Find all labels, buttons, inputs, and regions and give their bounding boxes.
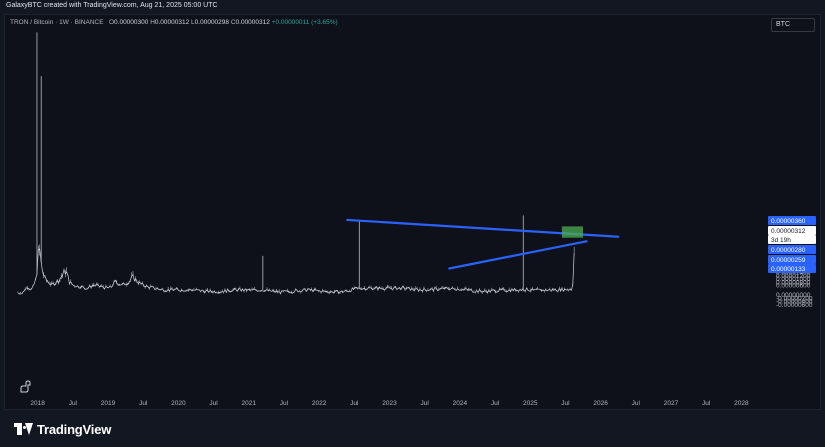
open-label: O bbox=[108, 19, 115, 26]
price-line bbox=[17, 248, 575, 295]
currency-button[interactable]: BTC bbox=[771, 18, 815, 32]
price-label-text: 0.00000280 bbox=[771, 247, 806, 254]
low-label: L bbox=[191, 19, 195, 26]
price-axis: 0.000014000.000012000.000010000.00000800… bbox=[776, 270, 813, 309]
open-value: 0.00000300 bbox=[114, 19, 149, 26]
header-bar: GalaxyBTC created with TradingView.com, … bbox=[0, 0, 825, 14]
y-tick-label: 0.00001000 bbox=[776, 276, 811, 283]
x-tick-label: 2023 bbox=[382, 400, 397, 407]
x-tick-label: 2025 bbox=[523, 400, 538, 407]
price-label-bg bbox=[768, 216, 816, 225]
x-tick-label: Jul bbox=[350, 400, 359, 407]
price-label-text: 0.00000360 bbox=[771, 218, 806, 225]
close-label: C bbox=[230, 19, 236, 26]
x-tick-label: Jul bbox=[561, 400, 570, 407]
x-tick-label: Jul bbox=[209, 400, 218, 407]
x-tick-label: 2019 bbox=[101, 400, 116, 407]
high-label: H bbox=[150, 19, 155, 26]
dino-icon[interactable] bbox=[18, 380, 32, 394]
tradingview-logo[interactable]: TradingView bbox=[14, 420, 111, 438]
y-tick-label: 0.00000600 bbox=[776, 283, 811, 290]
symbol-legend[interactable]: TRON / Bitcoin · 1W · BINANCE O0.0000030… bbox=[10, 19, 338, 26]
chart-pane[interactable] bbox=[4, 14, 821, 410]
y-tick-label: 0.00001400 bbox=[776, 270, 811, 277]
price-label-bg bbox=[768, 235, 816, 244]
annotation-layer bbox=[346, 218, 620, 270]
x-tick-label: Jul bbox=[702, 400, 711, 407]
trendline bbox=[448, 240, 588, 270]
x-tick-label: 2021 bbox=[242, 400, 257, 407]
x-tick-label: Jul bbox=[69, 400, 78, 407]
price-label-text: 3d 19h bbox=[771, 237, 791, 244]
footer-bar bbox=[0, 410, 825, 447]
price-label-text: 0.00000259 bbox=[771, 257, 806, 264]
price-series-layer bbox=[17, 32, 575, 295]
change-value: +0.00000011 (+3.65%) bbox=[271, 19, 338, 26]
y-tick-label: -0.00000200 bbox=[776, 295, 813, 302]
price-label-bg bbox=[768, 245, 816, 254]
x-tick-label: 2028 bbox=[734, 400, 749, 407]
x-tick-label: 2024 bbox=[453, 400, 468, 407]
symbol-name[interactable]: TRON / Bitcoin · 1W · BINANCE bbox=[10, 19, 104, 26]
x-tick-label: 2027 bbox=[664, 400, 679, 407]
highlight-box bbox=[561, 226, 584, 238]
price-label-bg bbox=[768, 226, 816, 235]
y-tick-label: 0.00000000 bbox=[776, 292, 811, 299]
high-value: 0.00000312 bbox=[154, 19, 190, 26]
time-axis: 2018 Jul 2019 Jul 2020 Jul 2021 Jul 2022 Jul 2023 J… bbox=[30, 400, 749, 407]
y-tick-label: -0.00000600 bbox=[776, 302, 813, 309]
x-tick-label: Jul bbox=[280, 400, 289, 407]
x-tick-label: 2018 bbox=[30, 400, 45, 407]
y-tick-label: 0.00000800 bbox=[776, 279, 811, 286]
close-value: 0.00000312 bbox=[235, 19, 270, 26]
x-tick-label: 2020 bbox=[171, 400, 186, 407]
low-value: 0.00000298 bbox=[194, 19, 230, 26]
brand-name: TradingView bbox=[37, 421, 112, 437]
x-tick-label: Jul bbox=[491, 400, 500, 407]
price-labels: 0.00000360 0.00000312 3d 19h 0.00000280 0.00… bbox=[768, 216, 816, 273]
y-tick-label: 0.00001200 bbox=[776, 273, 811, 280]
x-tick-label: 2022 bbox=[312, 400, 327, 407]
currency-label: BTC bbox=[776, 21, 790, 28]
price-label-text: 0.00000312 bbox=[771, 228, 806, 235]
price-label-bg bbox=[768, 264, 816, 273]
x-tick-label: 2026 bbox=[593, 400, 608, 407]
x-tick-label: Jul bbox=[632, 400, 641, 407]
price-label-text: 0.00000133 bbox=[771, 266, 806, 273]
y-tick-label: -0.00000400 bbox=[776, 299, 813, 306]
credit-text: GalaxyBTC created with TradingView.com, … bbox=[6, 2, 218, 9]
tradingview-logo-icon bbox=[14, 423, 33, 435]
x-tick-label: Jul bbox=[421, 400, 430, 407]
price-label-bg bbox=[768, 255, 816, 264]
x-tick-label: Jul bbox=[139, 400, 148, 407]
